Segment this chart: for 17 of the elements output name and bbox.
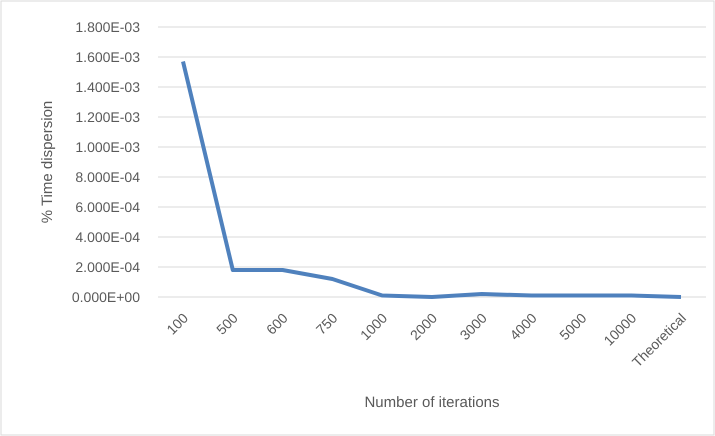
- y-tick-label: 4.000E-04: [75, 228, 140, 245]
- y-tick-label: 1.800E-03: [75, 18, 140, 35]
- x-tick-label: 100: [163, 310, 192, 338]
- x-tick-label: 600: [262, 310, 291, 338]
- y-tick-label: 6.000E-04: [75, 198, 140, 215]
- x-axis-title: Number of iterations: [364, 394, 500, 411]
- y-tick-label: 1.200E-03: [75, 108, 140, 125]
- y-tick-label: 8.000E-04: [75, 168, 140, 185]
- y-tick-label: 2.000E-04: [75, 258, 140, 275]
- y-tick-label: 1.400E-03: [75, 78, 140, 95]
- y-tick-label: 0.000E+00: [72, 288, 140, 305]
- y-tick-label: 1.000E-03: [75, 138, 140, 155]
- y-axis-title: % Time dispersion: [39, 100, 56, 224]
- y-tick-label: 1.600E-03: [75, 48, 140, 65]
- x-tick-label: 500: [213, 310, 242, 338]
- line-series: [181, 60, 683, 299]
- x-tick-label: 750: [312, 310, 341, 338]
